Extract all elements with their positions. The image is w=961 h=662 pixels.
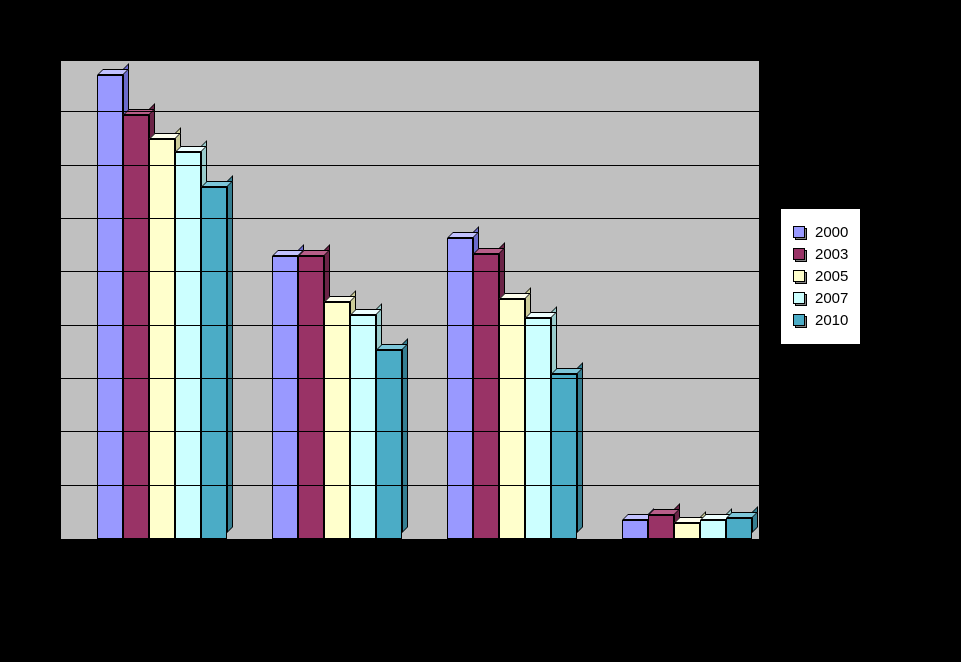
legend-swatch xyxy=(793,270,805,282)
bar xyxy=(551,374,577,539)
bar xyxy=(447,238,473,539)
legend-label: 2007 xyxy=(815,290,848,307)
bars-layer xyxy=(61,61,759,539)
gridline xyxy=(61,271,759,272)
legend-label: 2000 xyxy=(815,224,848,241)
bar xyxy=(324,302,350,539)
bar xyxy=(525,318,551,539)
legend-item: 2005 xyxy=(793,268,848,285)
gridline xyxy=(61,378,759,379)
gridline xyxy=(61,325,759,326)
bar xyxy=(726,518,752,539)
bar xyxy=(473,254,499,539)
legend-item: 2007 xyxy=(793,290,848,307)
gridline xyxy=(61,431,759,432)
gridline xyxy=(61,111,759,112)
gridline xyxy=(61,165,759,166)
gridline xyxy=(61,485,759,486)
bar xyxy=(97,75,123,539)
legend-swatch xyxy=(793,314,805,326)
legend-swatch xyxy=(793,248,805,260)
legend-label: 2003 xyxy=(815,246,848,263)
bar xyxy=(700,520,726,539)
bar xyxy=(648,515,674,539)
gridline xyxy=(61,218,759,219)
legend-swatch xyxy=(793,226,805,238)
bar xyxy=(499,299,525,539)
plot-area xyxy=(60,60,760,540)
bar xyxy=(674,523,700,539)
legend-swatch xyxy=(793,292,805,304)
legend-label: 2005 xyxy=(815,268,848,285)
bar xyxy=(622,520,648,539)
bar xyxy=(175,152,201,539)
bar xyxy=(149,139,175,539)
legend-label: 2010 xyxy=(815,312,848,329)
legend-item: 2000 xyxy=(793,224,848,241)
legend-item: 2003 xyxy=(793,246,848,263)
bar xyxy=(123,115,149,539)
bar xyxy=(201,187,227,539)
bar xyxy=(272,256,298,539)
legend: 2000 2003 2005 2007 2010 xyxy=(780,208,861,345)
bar xyxy=(350,315,376,539)
legend-item: 2010 xyxy=(793,312,848,329)
chart-container: 2000 2003 2005 2007 2010 xyxy=(60,60,940,620)
bar xyxy=(298,256,324,539)
